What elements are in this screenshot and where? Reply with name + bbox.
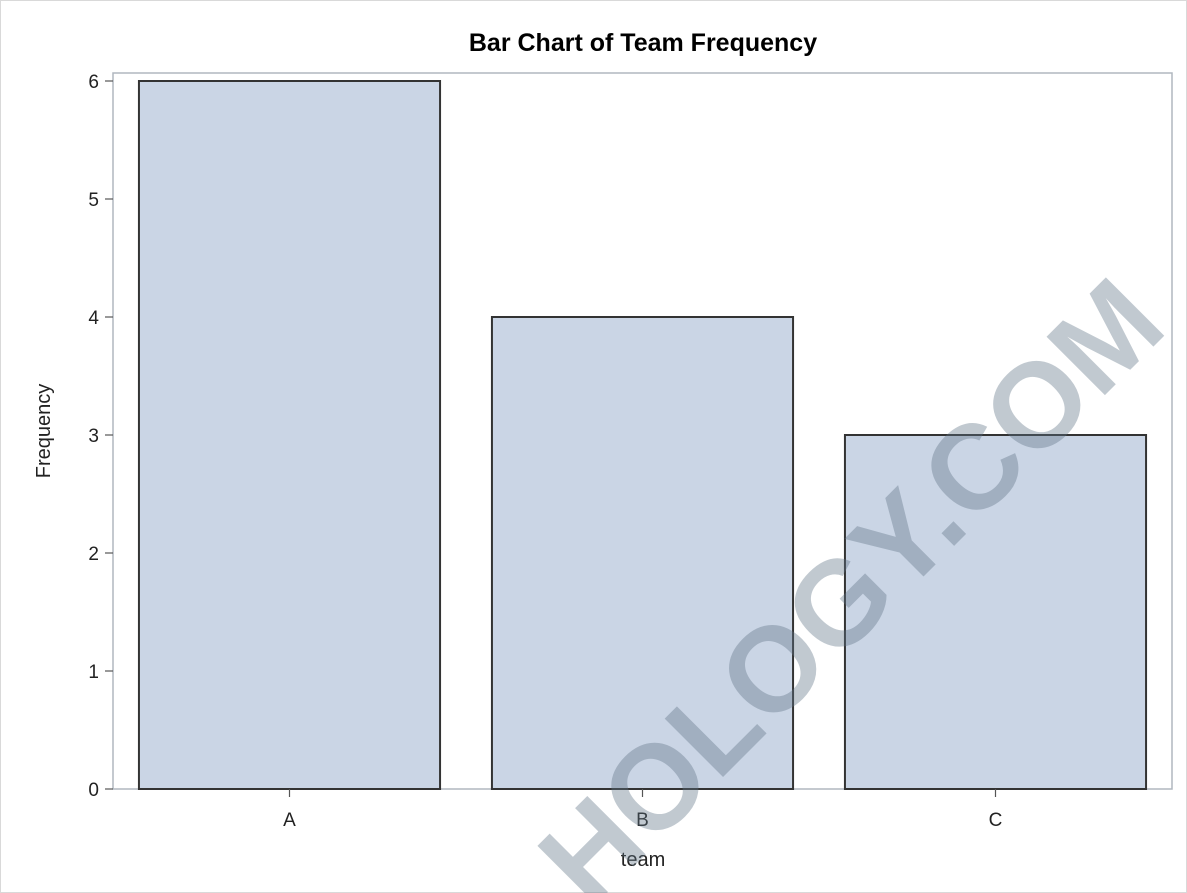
x-axis: A B C [283,789,1002,831]
bar-b [490,316,795,790]
y-tick-label: 2 [88,544,99,565]
x-tick-label: B [636,810,649,831]
y-tick-label: 6 [88,72,99,93]
bar-a [137,80,442,790]
chart-title: Bar Chart of Team Frequency [469,29,817,57]
x-tick-label: A [283,810,296,831]
bar-c [843,434,1148,790]
y-tick-label: 3 [88,426,99,447]
y-axis: 0 1 2 3 4 5 6 [88,72,113,801]
x-axis-label: team [621,849,665,871]
y-tick-label: 4 [88,308,99,329]
y-axis-label: Frequency [33,384,55,479]
x-tick-label: C [989,810,1003,831]
y-tick-label: 0 [88,780,99,801]
y-tick-label: 5 [88,190,99,211]
bars [137,80,1148,790]
y-tick-label: 1 [88,662,99,683]
